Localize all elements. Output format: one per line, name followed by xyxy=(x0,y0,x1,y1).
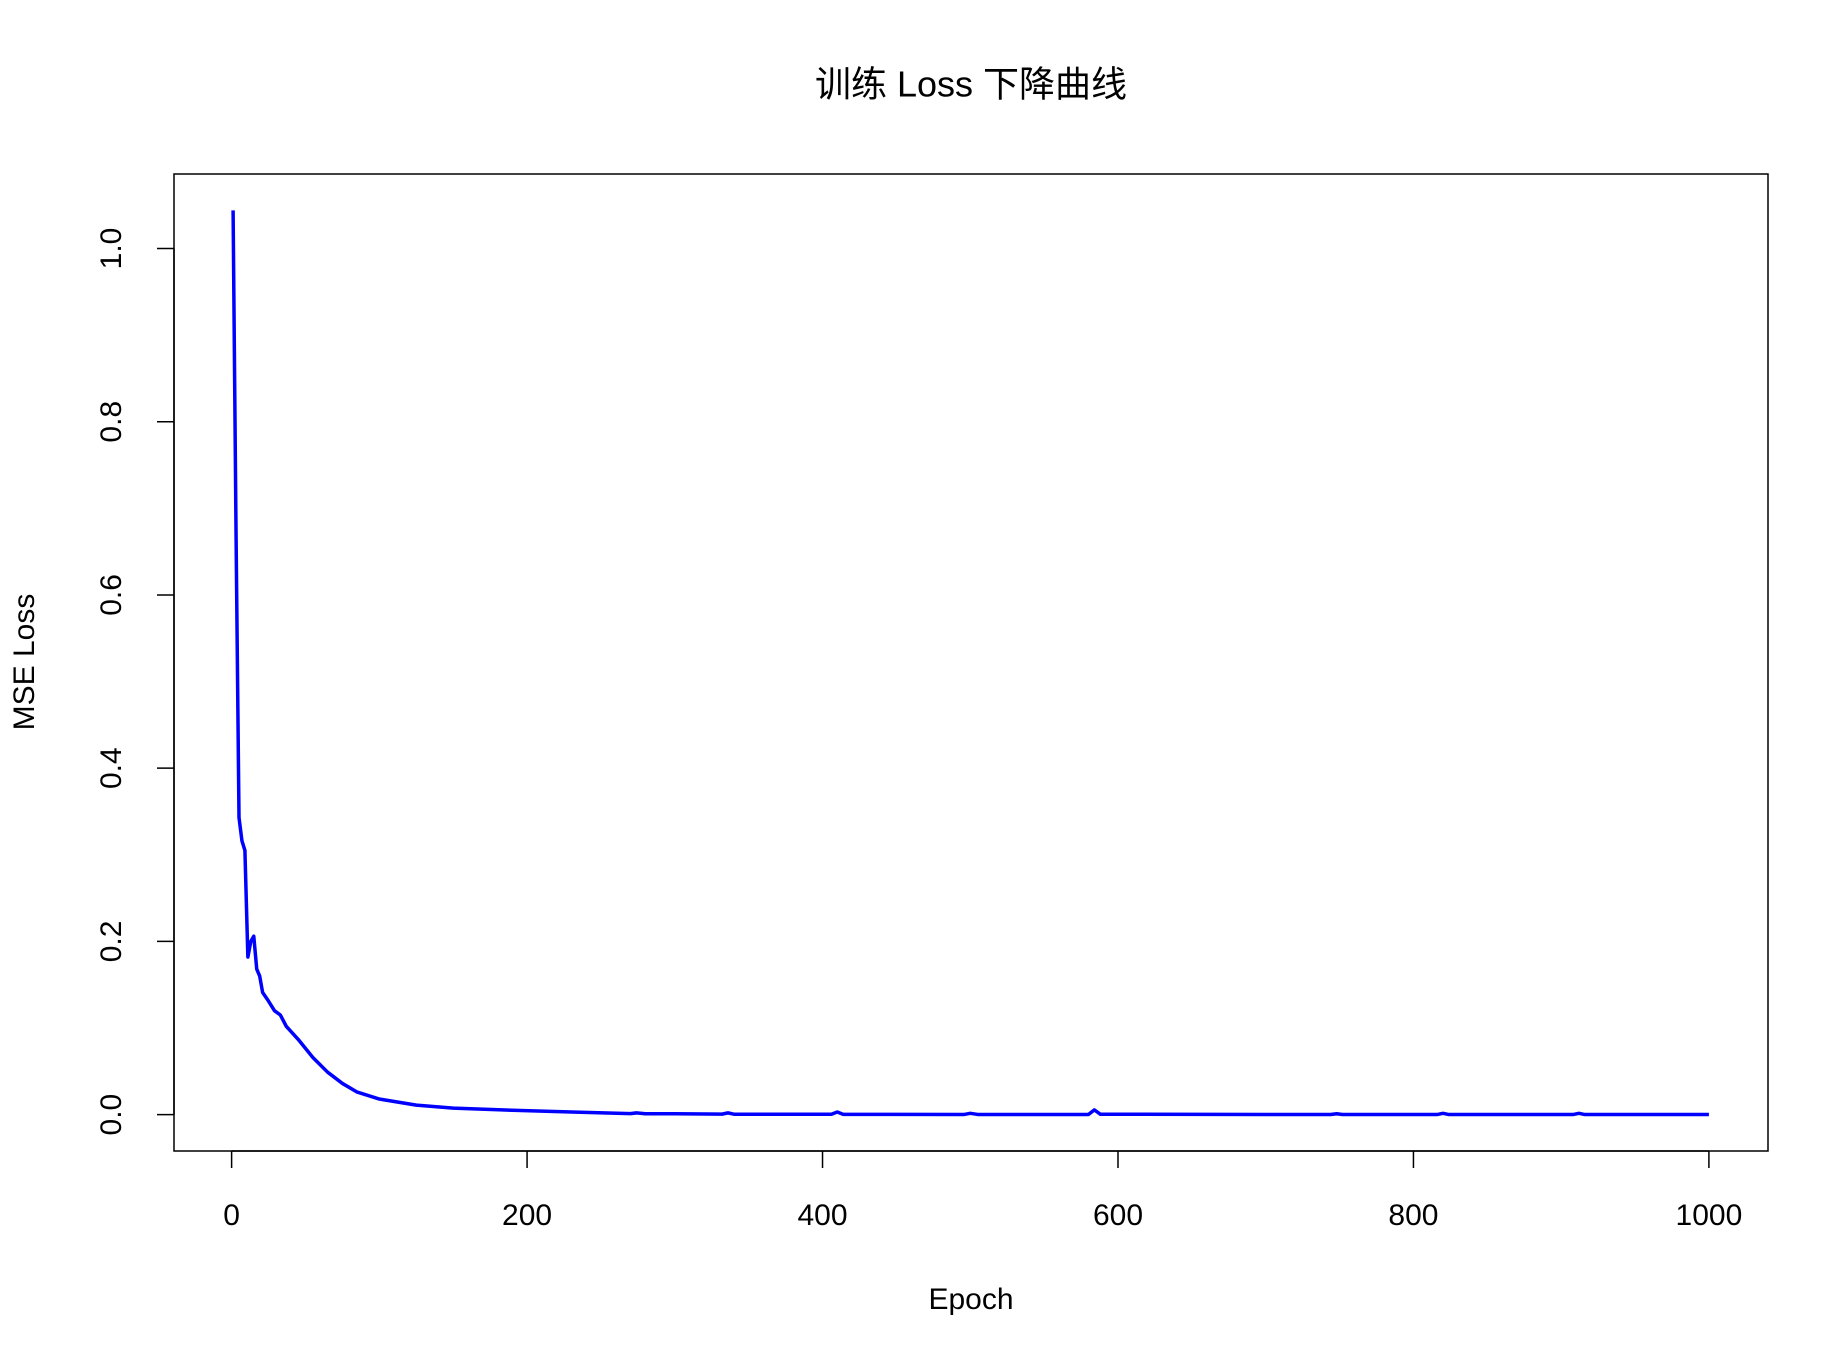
x-tick-label: 0 xyxy=(223,1199,240,1232)
x-tick-label: 200 xyxy=(502,1199,552,1232)
x-tick-label: 800 xyxy=(1388,1199,1438,1232)
y-tick-label: 0.2 xyxy=(95,921,128,963)
x-tick-label: 1000 xyxy=(1676,1199,1743,1232)
y-tick-label: 1.0 xyxy=(95,228,128,270)
x-tick-label: 400 xyxy=(798,1199,848,1232)
x-tick-label: 600 xyxy=(1093,1199,1143,1232)
y-tick-label: 0.6 xyxy=(95,574,128,616)
y-tick-label: 0.0 xyxy=(95,1094,128,1136)
x-axis-label: Epoch xyxy=(928,1283,1013,1316)
y-tick-label: 0.8 xyxy=(95,401,128,443)
y-axis-label: MSE Loss xyxy=(8,594,41,731)
chart-title: 训练 Loss 下降曲线 xyxy=(815,64,1127,105)
y-tick-label: 0.4 xyxy=(95,747,128,789)
loss-line xyxy=(231,210,1709,1117)
